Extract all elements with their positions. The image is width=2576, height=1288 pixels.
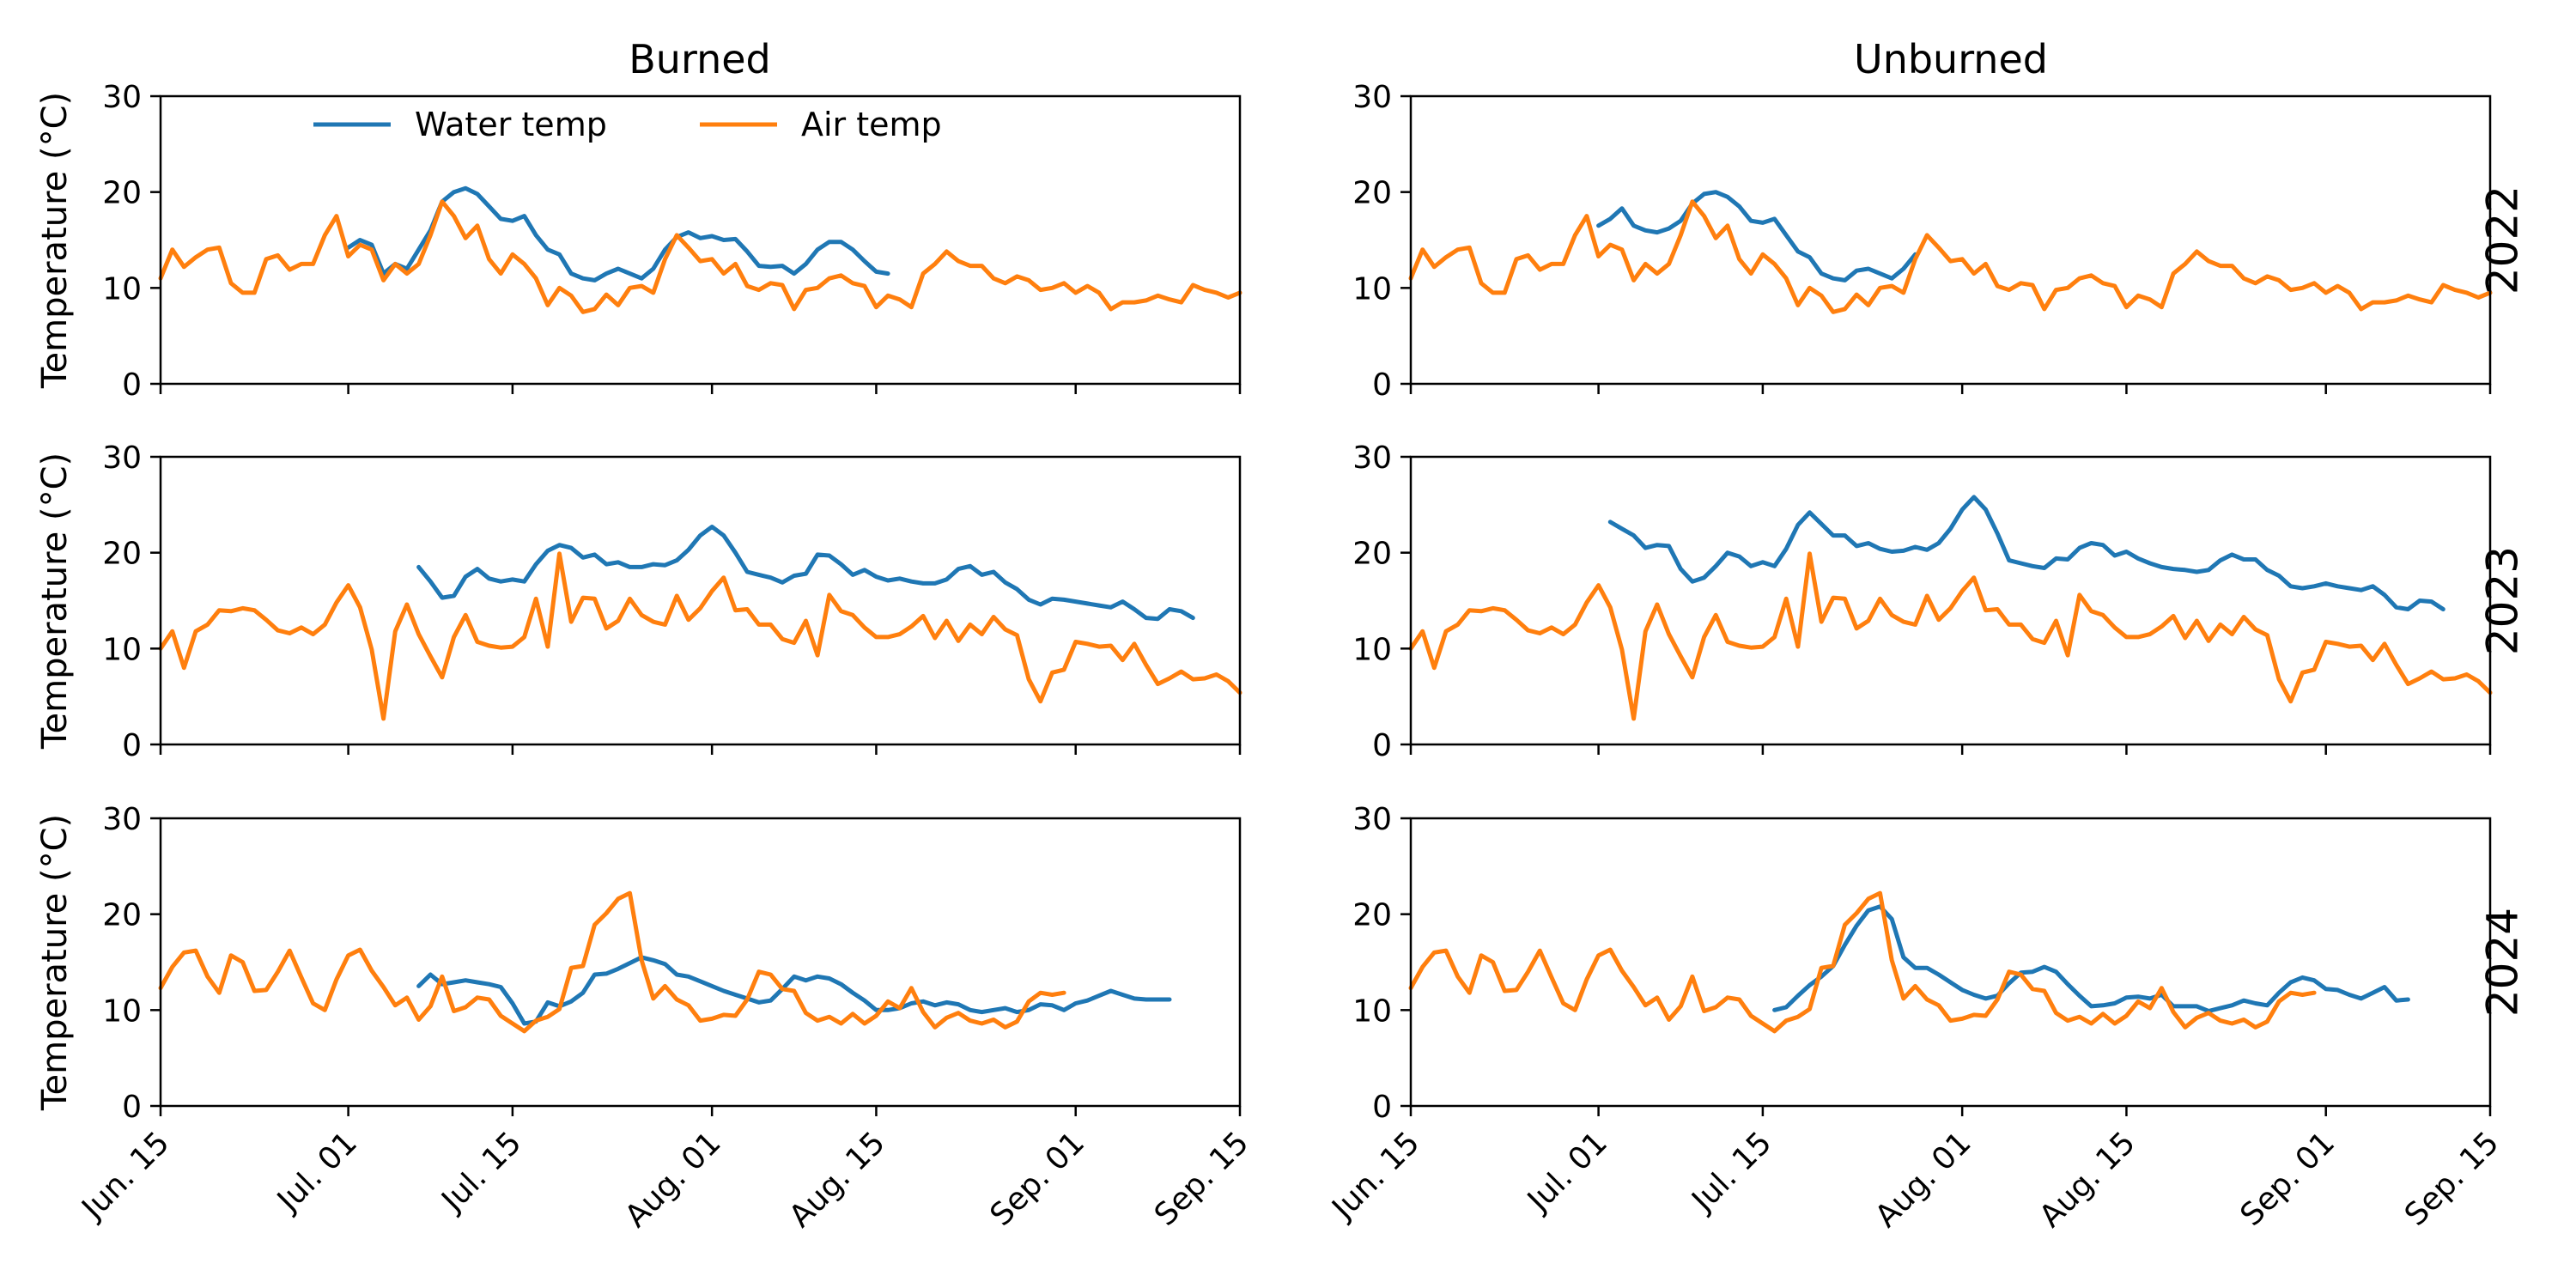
- series-water-temp-line: [1772, 904, 2410, 1013]
- y-tick-label: 0: [122, 728, 142, 763]
- y-tick-label: 0: [1372, 728, 1392, 763]
- y-tick-label: 10: [102, 632, 142, 667]
- x-tick-label: Jul. 01: [270, 1125, 364, 1219]
- column-title-unburned: Unburned: [1854, 36, 2048, 82]
- y-axis-label: Temperature (°C): [35, 453, 75, 750]
- y-tick-label: 10: [1352, 271, 1392, 307]
- y-tick-label: 30: [1352, 440, 1392, 476]
- y-axis-label: Temperature (°C): [35, 92, 75, 389]
- y-tick-label: 10: [1352, 993, 1392, 1029]
- y-tick-label: 10: [102, 271, 142, 307]
- y-axis-label: Temperature (°C): [35, 814, 75, 1111]
- legend: Water temp Air temp: [313, 106, 942, 143]
- x-tick-label: Jun. 15: [1325, 1125, 1427, 1227]
- panel-unburned-2023: 0 10 20 30 2023: [1352, 440, 2527, 763]
- row-label-2022: 2022: [2478, 185, 2528, 295]
- x-tick-label: Jul. 15: [434, 1125, 529, 1219]
- panel-burned-2023: 0 10 20 30 Temperature (°C): [35, 440, 1242, 763]
- y-tick-label: 20: [102, 898, 142, 933]
- series-air-temp-line: [158, 199, 1242, 314]
- series-water-temp-line: [416, 955, 1172, 1026]
- y-tick-label: 0: [122, 1090, 142, 1125]
- y-tick-label: 30: [1352, 80, 1392, 115]
- panel-unburned-2022: 0 10 20 30 2022: [1352, 80, 2527, 403]
- y-tick-label: 30: [102, 80, 142, 115]
- y-tick-label: 0: [1372, 368, 1392, 403]
- y-tick-label: 30: [1352, 802, 1392, 837]
- series-air-temp-line: [1408, 199, 2493, 314]
- y-tick-label: 30: [102, 440, 142, 476]
- x-tick-label: Aug. 15: [783, 1125, 892, 1234]
- row-label-2023: 2023: [2478, 546, 2528, 655]
- axes-frame: [1409, 94, 2492, 386]
- series-air-temp-line: [158, 890, 1066, 1034]
- x-tick-label: Jul. 15: [1685, 1125, 1779, 1219]
- y-tick-label: 10: [102, 993, 142, 1029]
- panel-grid: 0 10 20 30 Temperature (°C) Water temp Air tem…: [35, 80, 2528, 1235]
- axes-frame: [159, 94, 1242, 386]
- x-tick-label: Sep. 15: [1148, 1125, 1256, 1233]
- x-tick-label: Aug. 01: [618, 1125, 727, 1234]
- y-tick-label: 20: [1352, 898, 1392, 933]
- axes-frame: [159, 817, 1242, 1108]
- y-tick-label: 30: [102, 802, 142, 837]
- x-tick-label: Jun. 15: [75, 1125, 177, 1227]
- x-tick-label: Sep. 01: [2234, 1125, 2342, 1233]
- x-tick-label: Aug. 01: [1868, 1125, 1978, 1234]
- panel-burned-2024: 0 10 20 30 Jun. 15 Jul. 01 Jul. 15 Aug. 01 Aug. …: [35, 802, 1255, 1235]
- y-tick-label: 20: [102, 537, 142, 572]
- column-title-burned: Burned: [629, 36, 770, 82]
- series-water-temp-line: [1596, 190, 1917, 283]
- series-water-temp-line: [1607, 495, 2445, 611]
- x-tick-label: Sep. 01: [984, 1125, 1092, 1233]
- axes-frame: [1409, 817, 2492, 1108]
- y-tick-label: 20: [1352, 176, 1392, 211]
- x-tick-label: Sep. 15: [2398, 1125, 2506, 1233]
- y-tick-label: 0: [1372, 1090, 1392, 1125]
- y-tick-label: 0: [122, 368, 142, 403]
- legend-label-water-temp: Water temp: [415, 106, 607, 143]
- panel-unburned-2024: 0 10 20 30 Jun. 15 Jul. 01 Jul. 15 Aug. 01 Aug. …: [1325, 802, 2528, 1235]
- row-label-2024: 2024: [2478, 908, 2528, 1017]
- y-tick-label: 20: [102, 176, 142, 211]
- y-tick-label: 10: [1352, 632, 1392, 667]
- x-tick-label: Jul. 01: [1520, 1125, 1614, 1219]
- x-tick-label: Aug. 15: [2033, 1125, 2142, 1234]
- series-air-temp-line: [1408, 551, 2493, 721]
- y-tick-label: 20: [1352, 537, 1392, 572]
- axes-frame: [159, 455, 1242, 746]
- axes-frame: [1409, 455, 2492, 746]
- panel-burned-2022: 0 10 20 30 Temperature (°C) Water temp Air tem…: [35, 80, 1242, 403]
- series-air-temp-line: [158, 551, 1242, 721]
- series-water-temp-line: [416, 525, 1195, 622]
- series-air-temp-line: [1408, 890, 2317, 1034]
- legend-label-air-temp: Air temp: [801, 106, 942, 143]
